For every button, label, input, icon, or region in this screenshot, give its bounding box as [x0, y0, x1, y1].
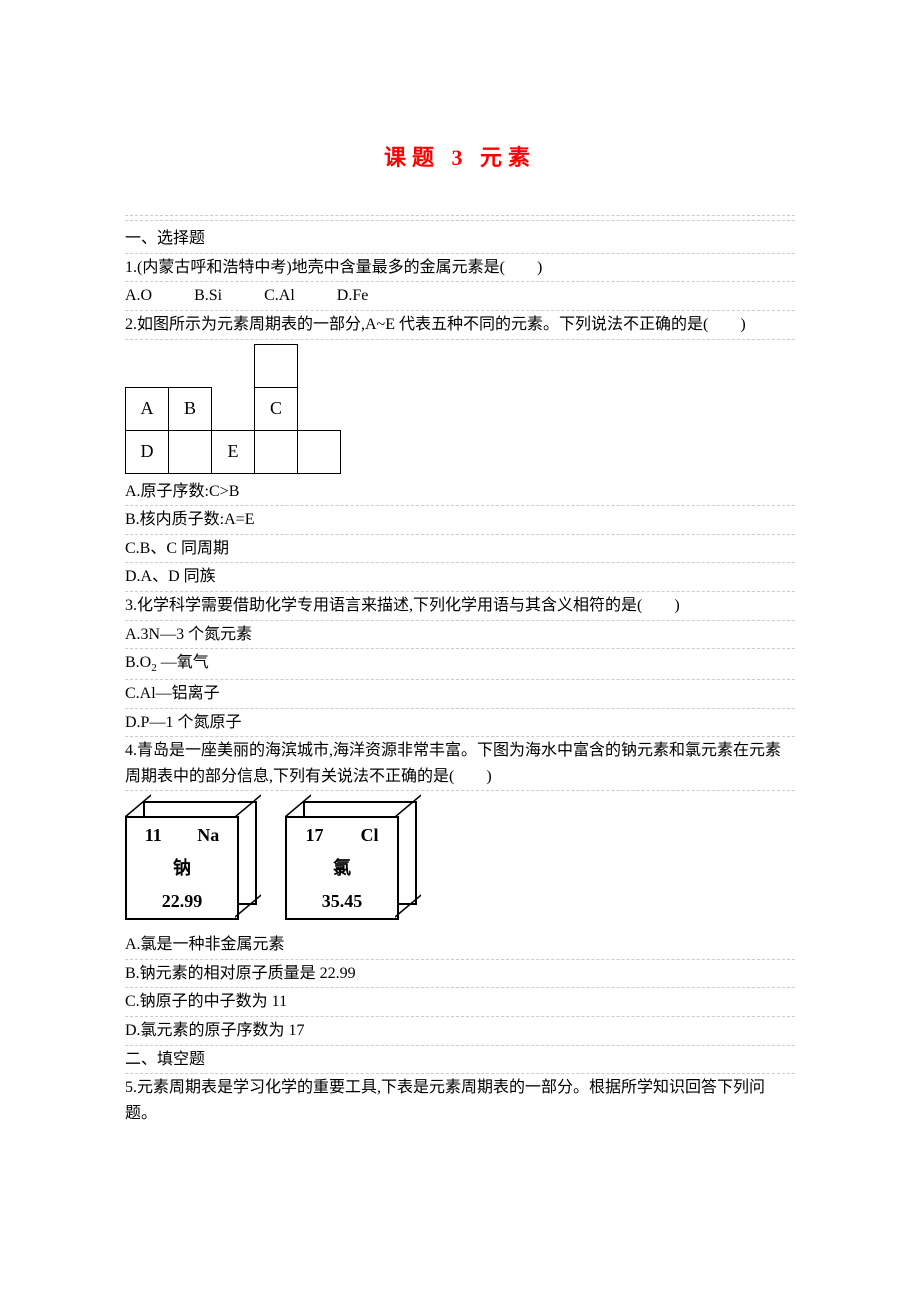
q2-opt-b: B.核内质子数:A=E: [125, 506, 795, 535]
cell-blank: [298, 430, 341, 473]
page-title: 课题 3 元素: [125, 140, 795, 175]
element-card-cl: 17 Cl 氯 35.45: [285, 801, 415, 921]
divider: [125, 220, 795, 221]
q1-opt-b: B.Si: [194, 283, 222, 309]
q3-opt-d: D.P—1 个氮原子: [125, 709, 795, 738]
section-heading: 一、选择题: [125, 225, 795, 254]
cell-e: E: [212, 430, 255, 473]
q5-text: 5.元素周期表是学习化学的重要工具,下表是元素周期表的一部分。根据所学知识回答下…: [125, 1074, 795, 1127]
na-number: 11: [145, 821, 162, 850]
q3b-post: —氧气: [157, 654, 209, 671]
cell-blank: [255, 344, 298, 387]
q4-opt-c: C.钠原子的中子数为 11: [125, 988, 795, 1017]
q4-opt-a: A.氯是一种非金属元素: [125, 931, 795, 960]
cell-c: C: [255, 387, 298, 430]
cl-number: 17: [306, 821, 324, 850]
q1-text: 1.(内蒙古呼和浩特中考)地壳中含量最多的金属元素是( ): [125, 254, 795, 283]
q1-options: A.O B.Si C.Al D.Fe: [125, 282, 795, 311]
element-card-row: 11 Na 钠 22.99 17 Cl 氯 35.45: [125, 801, 795, 921]
cl-symbol: Cl: [361, 821, 379, 850]
cell-b: B: [169, 387, 212, 430]
cell-blank: [169, 430, 212, 473]
q1-opt-c: C.Al: [264, 283, 295, 309]
cell-blank: [255, 430, 298, 473]
cl-mass: 35.45: [322, 887, 363, 916]
q1-opt-a: A.O: [125, 283, 152, 309]
q2-opt-c: C.B、C 同周期: [125, 535, 795, 564]
q3-opt-b: B.O2 —氧气: [125, 649, 795, 680]
element-card-na: 11 Na 钠 22.99: [125, 801, 255, 921]
q3b-pre: B.O: [125, 654, 151, 671]
q2-opt-a: A.原子序数:C>B: [125, 478, 795, 507]
na-mass: 22.99: [162, 887, 203, 916]
periodic-fragment-table: A B C D E: [125, 344, 384, 474]
q4-opt-d: D.氯元素的原子序数为 17: [125, 1017, 795, 1046]
na-name: 钠: [173, 854, 191, 883]
q3-opt-c: C.Al—铝离子: [125, 680, 795, 709]
q2-text: 2.如图所示为元素周期表的一部分,A~E 代表五种不同的元素。下列说法不正确的是…: [125, 311, 795, 340]
cell-a: A: [126, 387, 169, 430]
q4-opt-b: B.钠元素的相对原子质量是 22.99: [125, 960, 795, 989]
cell-d: D: [126, 430, 169, 473]
q2-opt-d: D.A、D 同族: [125, 563, 795, 592]
q3-text: 3.化学科学需要借助化学专用语言来描述,下列化学用语与其含义相符的是( ): [125, 592, 795, 621]
divider: [125, 215, 795, 216]
section-heading: 二、填空题: [125, 1046, 795, 1075]
q3-opt-a: A.3N—3 个氮元素: [125, 621, 795, 650]
cl-name: 氯: [333, 854, 351, 883]
q1-opt-d: D.Fe: [337, 283, 369, 309]
q4-text: 4.青岛是一座美丽的海滨城市,海洋资源非常丰富。下图为海水中富含的钠元素和氯元素…: [125, 737, 795, 791]
page-content: 课题 3 元素 一、选择题 1.(内蒙古呼和浩特中考)地壳中含量最多的金属元素是…: [0, 0, 920, 1187]
na-symbol: Na: [197, 821, 219, 850]
